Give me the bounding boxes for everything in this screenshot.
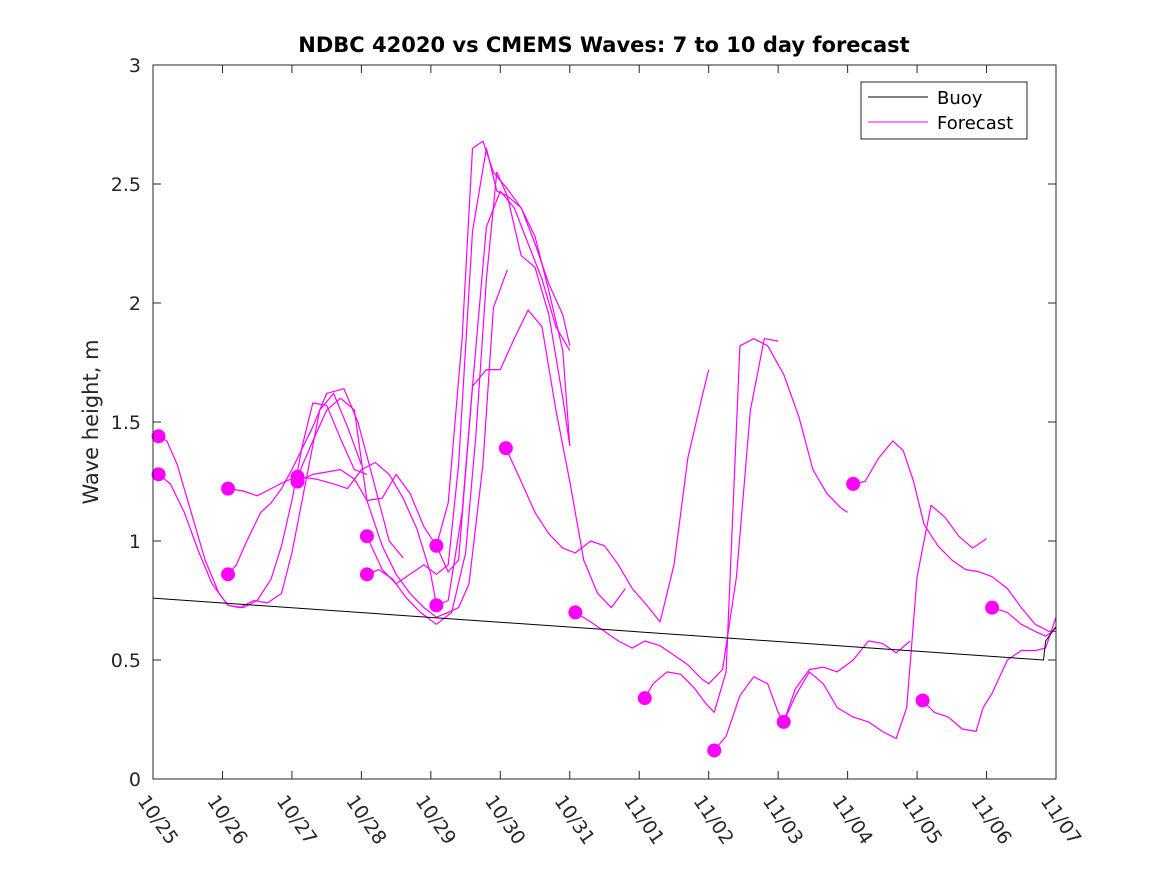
- forecast-line: [297, 269, 508, 618]
- forecast-start-marker: [221, 567, 236, 582]
- y-tick-label: 2: [129, 293, 141, 315]
- legend: Buoy Forecast: [860, 81, 1028, 140]
- y-axis: 0 0.5 1 1.5 2 2.5 3: [111, 55, 1056, 791]
- forecast-start-marker: [915, 693, 930, 708]
- forecast-start-marker: [498, 441, 513, 456]
- forecast-line: [713, 640, 911, 751]
- forecast-start-marker: [846, 476, 861, 491]
- forecast-line: [366, 171, 571, 625]
- plot-area: [153, 65, 1056, 779]
- forecast-line: [783, 504, 987, 740]
- marker-layer: [151, 429, 1000, 758]
- forecast-line: [922, 617, 1057, 733]
- forecast-start-marker: [707, 743, 722, 758]
- forecast-line: [227, 461, 437, 606]
- y-tick-label: 2.5: [111, 174, 141, 196]
- y-axis-label: Wave height, m: [79, 339, 103, 504]
- forecast-line: [505, 369, 710, 623]
- legend-label-buoy: Buoy: [937, 88, 983, 109]
- y-tick-label: 1.5: [111, 412, 141, 434]
- plot-frame: [152, 64, 1057, 780]
- y-tick-label: 0: [129, 769, 141, 791]
- forecast-start-marker: [151, 429, 166, 444]
- forecast-start-marker: [151, 467, 166, 482]
- forecast-start-marker: [221, 481, 236, 496]
- forecast-start-marker: [637, 691, 652, 706]
- legend-label-forecast: Forecast: [937, 113, 1013, 134]
- forecast-line: [644, 338, 848, 714]
- y-tick-label: 1: [129, 531, 141, 553]
- forecast-line: [853, 440, 1056, 633]
- forecast-line: [574, 338, 779, 685]
- chart-title: NDBC 42020 vs CMEMS Waves: 7 to 10 day f…: [298, 33, 909, 57]
- y-tick-label: 0.5: [111, 650, 141, 672]
- buoy-line: [152, 597, 1057, 661]
- forecast-start-marker: [359, 529, 374, 544]
- forecast-start-marker: [359, 567, 374, 582]
- forecast-start-marker: [429, 538, 444, 553]
- y-tick-label: 3: [129, 55, 141, 77]
- forecast-start-marker: [776, 714, 791, 729]
- forecast-start-marker: [429, 598, 444, 613]
- forecast-line: [436, 309, 626, 609]
- forecast-line: [435, 140, 571, 546]
- forecast-start-marker: [985, 600, 1000, 615]
- forecast-start-marker: [568, 605, 583, 620]
- forecast-start-marker: [290, 474, 305, 489]
- series-layer: [152, 140, 1057, 751]
- forecast-line: [158, 402, 368, 609]
- legend-box: [860, 81, 1028, 140]
